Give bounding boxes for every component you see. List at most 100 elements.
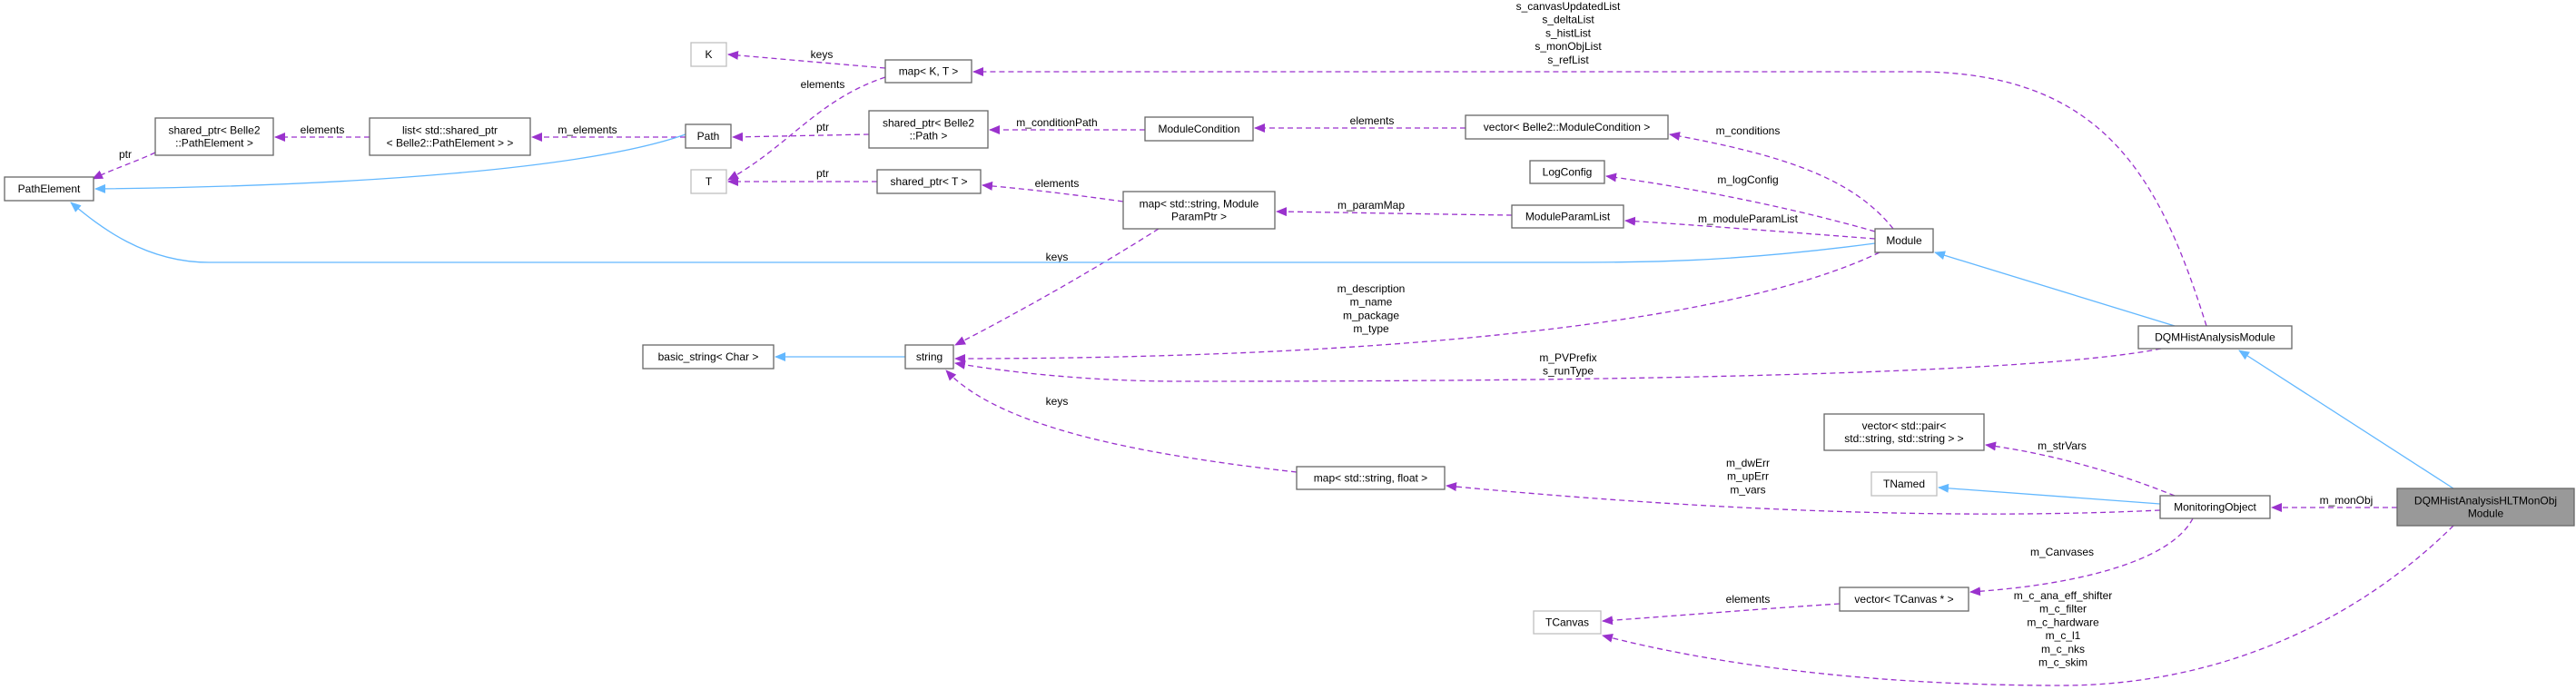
node-label: PathElement bbox=[18, 182, 81, 195]
class-node-sp_T[interactable]: shared_ptr< T > bbox=[876, 169, 982, 194]
node-box bbox=[642, 344, 775, 370]
class-node-basic_string[interactable]: basic_string< Char > bbox=[642, 344, 775, 370]
class-node-T[interactable]: T bbox=[690, 169, 727, 194]
edge-label: m_c_ana_eff_shifter bbox=[2014, 589, 2113, 602]
class-node-TNamed[interactable]: TNamed bbox=[1870, 471, 1938, 497]
class-node-Path[interactable]: Path bbox=[685, 123, 732, 149]
class-node-string[interactable]: string bbox=[904, 344, 954, 370]
edge-label: s_canvasUpdatedList bbox=[1516, 0, 1621, 13]
node-box bbox=[884, 59, 972, 84]
class-node-LogConfig[interactable]: LogConfig bbox=[1529, 160, 1605, 184]
edge-label: s_refList bbox=[1547, 54, 1589, 66]
usage-edge-map_float-to-string bbox=[945, 370, 1298, 473]
node-label: MonitoringObject bbox=[2174, 501, 2256, 514]
usage-edge-mapKT-to-K bbox=[727, 50, 886, 69]
edge-label: m_upErr bbox=[1727, 470, 1769, 483]
edge-label: s_histList bbox=[1545, 26, 1592, 39]
node-label: vector< std::pair< bbox=[1862, 419, 1947, 432]
usage-edge-Module-to-ModuleParamList bbox=[1624, 216, 1876, 240]
usage-edge-MonitoringObject-to-vec_TCanvas bbox=[1969, 518, 2194, 596]
edge-label: keys bbox=[1046, 395, 1069, 408]
class-node-mapKT[interactable]: map< K, T > bbox=[884, 59, 972, 84]
node-label: string bbox=[916, 350, 943, 363]
edge-label: m_c_hardware bbox=[2027, 616, 2099, 628]
edge-label: ptr bbox=[119, 148, 132, 161]
edge-label: m_c_filter bbox=[2039, 603, 2087, 616]
class-node-map_float[interactable]: map< std::string, float > bbox=[1296, 466, 1446, 490]
node-box bbox=[1870, 471, 1938, 497]
class-node-K[interactable]: K bbox=[690, 42, 727, 67]
class-node-Module[interactable]: Module bbox=[1874, 228, 1934, 253]
node-box bbox=[1122, 191, 1276, 230]
node-box bbox=[1529, 160, 1605, 184]
class-node-vec_pair[interactable]: vector< std::pair<std::string, std::stri… bbox=[1823, 413, 1985, 451]
node-label: ModuleParamList bbox=[1525, 211, 1611, 223]
node-label: map< std::string, Module bbox=[1140, 198, 1259, 211]
class-node-ModuleCondition[interactable]: ModuleCondition bbox=[1144, 116, 1254, 142]
usage-edge-MonitoringObject-to-map_float bbox=[1446, 482, 2161, 515]
edge-label: m_dwErr bbox=[1726, 457, 1770, 469]
node-label: map< std::string, float > bbox=[1314, 472, 1427, 485]
node-label: Module bbox=[2468, 508, 2504, 520]
node-box bbox=[1823, 413, 1985, 451]
node-label: list< std::shared_ptr bbox=[402, 124, 498, 137]
class-node-DQMHistAnalysisModule[interactable]: DQMHistAnalysisModule bbox=[2137, 325, 2293, 350]
usage-edge-mapKT-to-T bbox=[727, 76, 886, 181]
edge-label: m_c_nks bbox=[2041, 643, 2085, 656]
inheritance-edge-Path-to-PathElement bbox=[94, 133, 686, 193]
edge-label: m_PVPrefix bbox=[1539, 351, 1596, 364]
usage-edge-ModuleParamList-to-map_ParamPtr bbox=[1276, 207, 1513, 217]
edge-label: s_runType bbox=[1543, 365, 1594, 378]
usage-edge-MonitoringObject-to-vec_pair bbox=[1985, 441, 2176, 497]
class-node-PathElement[interactable]: PathElement bbox=[4, 176, 94, 202]
class-node-sp_Path[interactable]: shared_ptr< Belle2::Path > bbox=[868, 110, 989, 149]
node-label: ParamPtr > bbox=[1171, 211, 1227, 223]
class-node-TCanvas[interactable]: TCanvas bbox=[1533, 610, 1602, 635]
edge-label: m_name bbox=[1350, 296, 1393, 309]
inheritance-edge-HLTMonObj-to-DQMHistAnalysisModule bbox=[2238, 350, 2454, 489]
node-label: T bbox=[706, 175, 713, 188]
class-node-vec_TCanvas[interactable]: vector< TCanvas * > bbox=[1839, 586, 1969, 612]
edge-label: elements bbox=[1350, 114, 1395, 127]
usage-edge-Module-to-LogConfig bbox=[1605, 172, 1876, 232]
node-box bbox=[2396, 488, 2575, 527]
node-label: vector< Belle2::ModuleCondition > bbox=[1484, 121, 1650, 133]
edge-label: keys bbox=[811, 48, 834, 61]
edge-label: m_paramMap bbox=[1337, 199, 1405, 212]
edge-label: m_Canvases bbox=[2030, 546, 2094, 558]
node-box bbox=[876, 169, 982, 194]
inheritance-edge-Module-to-PathElement bbox=[70, 202, 1876, 263]
usage-edge-Module-to-string bbox=[954, 251, 1880, 363]
usage-edge-sp_Path-to-Path bbox=[732, 132, 870, 142]
node-box bbox=[2159, 495, 2271, 519]
edge-label: m_c_l1 bbox=[2046, 629, 2081, 642]
class-node-vec_ModCond[interactable]: vector< Belle2::ModuleCondition > bbox=[1465, 114, 1669, 140]
usage-edge-HLTMonObj-to-TCanvas bbox=[1602, 525, 2454, 686]
edge-label: m_logConfig bbox=[1717, 173, 1778, 186]
edge-label: s_deltaList bbox=[1542, 14, 1594, 26]
node-label: Module bbox=[1886, 234, 1922, 247]
node-label: DQMHistAnalysisHLTMonObj bbox=[2414, 495, 2557, 508]
node-label: TCanvas bbox=[1545, 616, 1589, 629]
inheritance-edge-MonitoringObject-to-TNamed bbox=[1938, 483, 2161, 505]
node-box bbox=[369, 117, 531, 156]
node-box bbox=[685, 123, 732, 149]
usage-edge-DQMHistAnalysisModule-to-mapKT bbox=[972, 67, 2207, 327]
class-node-MonitoringObject[interactable]: MonitoringObject bbox=[2159, 495, 2271, 519]
edge-label: m_elements bbox=[558, 123, 617, 136]
node-box bbox=[1511, 204, 1624, 229]
node-label: vector< TCanvas * > bbox=[1854, 593, 1953, 606]
node-label: K bbox=[705, 48, 712, 61]
class-node-sp_PathElement[interactable]: shared_ptr< Belle2::PathElement > bbox=[154, 117, 274, 156]
node-box bbox=[2137, 325, 2293, 350]
node-label: LogConfig bbox=[1543, 166, 1593, 179]
edge-label: m_package bbox=[1343, 309, 1399, 321]
nodes-layer: PathElement shared_ptr< Belle2::PathEleme… bbox=[4, 42, 2575, 635]
edge-label: m_c_skim bbox=[2038, 656, 2087, 669]
class-node-list_sp[interactable]: list< std::shared_ptr< Belle2::PathEleme… bbox=[369, 117, 531, 156]
class-node-ModuleParamList[interactable]: ModuleParamList bbox=[1511, 204, 1624, 229]
edge-label: s_monObjList bbox=[1535, 40, 1602, 53]
